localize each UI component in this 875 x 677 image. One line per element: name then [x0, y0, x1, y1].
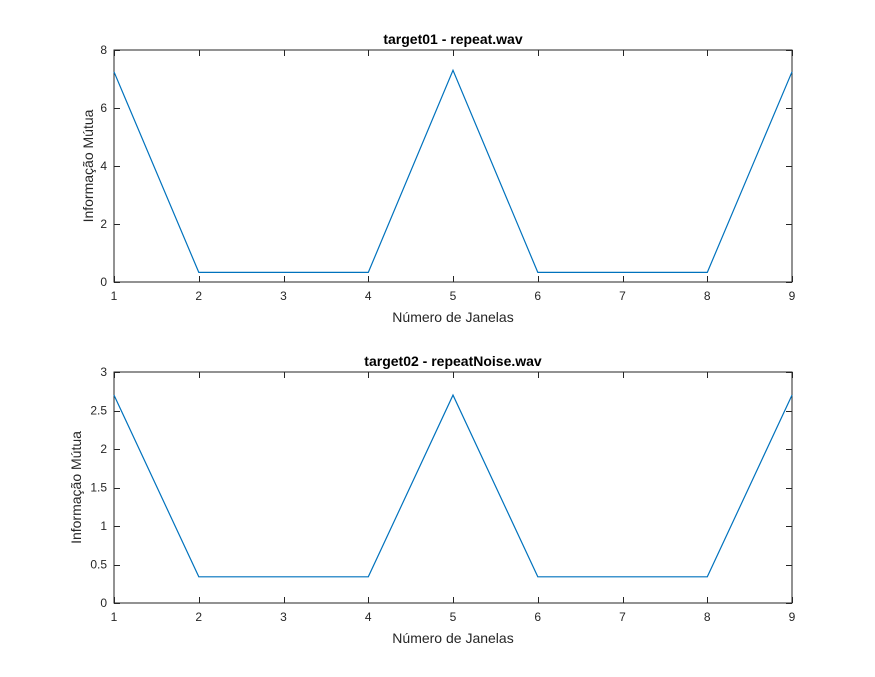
- x-axis-title: Número de Janelas: [392, 309, 513, 325]
- x-tick-label: 9: [789, 289, 796, 303]
- y-tick-label: 0: [100, 275, 107, 289]
- x-tick-label: 7: [619, 610, 626, 624]
- y-tick-label: 2: [100, 217, 107, 231]
- axes-box: [113, 49, 793, 283]
- y-tick-label: 2.5: [90, 404, 107, 418]
- y-tick-label: 3: [100, 365, 107, 379]
- y-tick-label: 2: [100, 442, 107, 456]
- x-tick-label: 1: [111, 289, 118, 303]
- axes-box: [113, 371, 793, 604]
- series-line-1: [113, 68, 793, 273]
- y-tick-label: 6: [100, 101, 107, 115]
- y-tick-label: 1: [100, 519, 107, 533]
- x-tick-label: 2: [195, 289, 202, 303]
- y-tick-label: 1.5: [90, 481, 107, 495]
- y-tick-label: 0: [100, 596, 107, 610]
- x-tick-label: 6: [534, 289, 541, 303]
- subplot-1: 1 2 3 4 5 6 7 8 9 0 2 4 6 8 target01 - repeat.wav Númer…: [80, 31, 796, 325]
- y-axis-title: Informação Mútua: [68, 431, 84, 544]
- plot-title: target01 - repeat.wav: [383, 31, 522, 47]
- x-tick-label: 8: [704, 289, 711, 303]
- x-tick-label: 6: [534, 610, 541, 624]
- x-tick-label: 8: [704, 610, 711, 624]
- x-tick-label: 4: [365, 289, 372, 303]
- x-tick-label: 7: [619, 289, 626, 303]
- y-tick-label: 4: [100, 159, 107, 173]
- x-tick-label: 9: [789, 610, 796, 624]
- x-tick-label: 5: [450, 289, 457, 303]
- x-tick-label: 2: [195, 610, 202, 624]
- y-axis-title: Informação Mútua: [80, 109, 96, 222]
- x-tick-label: 5: [450, 610, 457, 624]
- x-tick-label: 3: [280, 610, 287, 624]
- x-tick-label: 3: [280, 289, 287, 303]
- series-line-1: [113, 393, 793, 578]
- x-tick-label: 1: [111, 610, 118, 624]
- x-axis-title: Número de Janelas: [392, 630, 513, 646]
- plot-title: target02 - repeatNoise.wav: [364, 353, 542, 369]
- subplot-2: 1 2 3 4 5 6 7 8 9 0 0.5 1 1.5 2 2.5 3 target02 - repeatN…: [68, 353, 796, 646]
- y-tick-label: 0.5: [90, 558, 107, 572]
- y-tick-label: 8: [100, 43, 107, 57]
- x-tick-label: 4: [365, 610, 372, 624]
